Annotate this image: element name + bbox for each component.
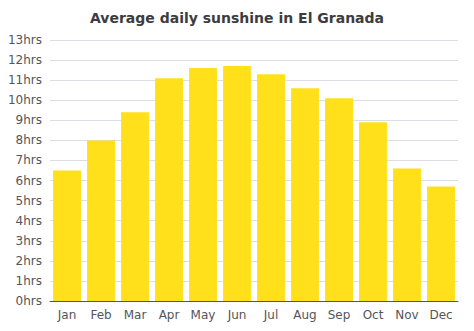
svg-text:12hrs: 12hrs [8, 53, 42, 67]
svg-text:5hrs: 5hrs [16, 194, 42, 208]
svg-text:2hrs: 2hrs [16, 254, 42, 268]
svg-text:8hrs: 8hrs [16, 133, 42, 147]
svg-text:May: May [191, 308, 216, 322]
svg-text:0hrs: 0hrs [16, 294, 42, 308]
svg-text:Jan: Jan [57, 308, 77, 322]
svg-text:7hrs: 7hrs [16, 153, 42, 167]
svg-text:Aug: Aug [293, 308, 316, 322]
svg-text:10hrs: 10hrs [8, 93, 42, 107]
svg-text:Oct: Oct [363, 308, 384, 322]
svg-text:9hrs: 9hrs [16, 113, 42, 127]
svg-text:Nov: Nov [395, 308, 418, 322]
svg-text:11hrs: 11hrs [8, 73, 42, 87]
svg-text:Feb: Feb [90, 308, 111, 322]
svg-text:Sep: Sep [328, 308, 351, 322]
svg-text:Jul: Jul [263, 308, 278, 322]
svg-text:Average daily sunshine in El G: Average daily sunshine in El Granada [90, 10, 384, 26]
svg-text:4hrs: 4hrs [16, 214, 42, 228]
svg-text:Jun: Jun [227, 308, 247, 322]
svg-text:Apr: Apr [159, 308, 180, 322]
svg-text:6hrs: 6hrs [16, 174, 42, 188]
svg-text:1hrs: 1hrs [16, 274, 42, 288]
svg-text:Dec: Dec [429, 308, 452, 322]
svg-text:13hrs: 13hrs [8, 33, 42, 47]
svg-text:3hrs: 3hrs [16, 234, 42, 248]
svg-text:Mar: Mar [124, 308, 147, 322]
